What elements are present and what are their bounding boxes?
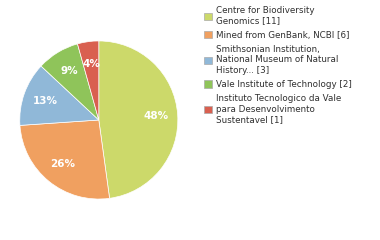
Wedge shape — [20, 120, 109, 199]
Wedge shape — [41, 44, 99, 120]
Wedge shape — [99, 41, 178, 198]
Text: 9%: 9% — [60, 66, 78, 76]
Legend: Centre for Biodiversity
Genomics [11], Mined from GenBank, NCBI [6], Smithsonian: Centre for Biodiversity Genomics [11], M… — [202, 4, 354, 126]
Text: 4%: 4% — [82, 59, 100, 69]
Wedge shape — [20, 66, 99, 125]
Text: 48%: 48% — [143, 111, 168, 121]
Text: 26%: 26% — [51, 159, 75, 169]
Text: 13%: 13% — [33, 96, 58, 106]
Wedge shape — [78, 41, 99, 120]
